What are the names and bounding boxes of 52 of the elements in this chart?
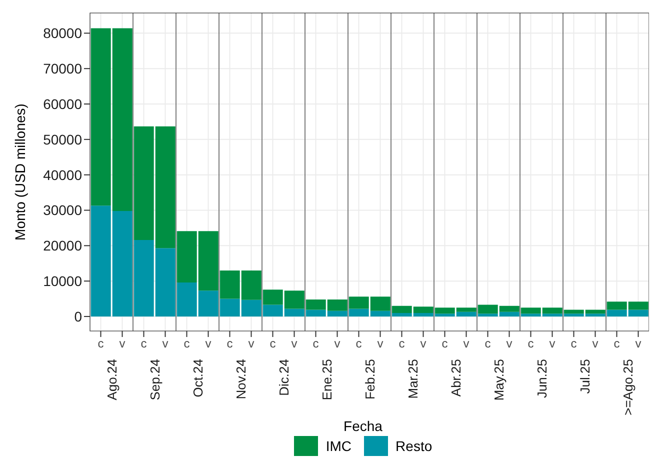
x-tick-label: c [140,336,147,351]
text: Sep.24 [148,359,162,400]
x-tick-label: v [334,336,340,351]
text: Dic.24 [276,359,292,396]
x-tick-label: v [248,336,254,351]
x-tick-label: v [291,336,298,351]
legend-title: Fecha [344,418,382,434]
y-tick-label: 50000 [43,131,82,148]
x-tick-label: c [484,336,491,351]
x-tick-label: v [162,336,168,351]
x-tick-label: c [270,336,276,351]
x-tick-label: c [226,336,233,351]
x-tick-label: c [184,336,190,351]
y-tick-label: 40000 [43,166,82,183]
x-tick-label: c [356,336,362,351]
text: Jun.25 [534,359,550,398]
y-tick-label: 60000 [43,96,82,112]
y-axis-title: Monto (USD millones) [12,104,28,240]
text: Abr.25 [448,359,464,397]
legend-label: Resto [396,438,432,454]
text: Feb.25 [362,359,378,400]
y-tick-label: 20000 [43,238,82,254]
x-tick-label: v [119,336,126,351]
x-tick-label: c [528,336,534,351]
x-tick-label: v [420,336,426,351]
x-tick-label: c [398,336,405,351]
legend-label: IMC [326,438,352,454]
y-tick-label: 70000 [43,60,82,77]
x-tick-label: v [549,336,556,351]
y-tick-label: 10000 [43,273,82,290]
x-tick-label: c [614,336,620,351]
text: Nov.24 [234,359,248,400]
x-tick-label: c [570,336,577,351]
y-tick-label: 30000 [43,202,82,218]
text: Mar.25 [406,359,420,399]
x-tick-label: c [98,336,104,351]
x-tick-label: v [506,336,512,351]
text: Jul.25 [578,359,592,394]
x-tick-label: v [377,336,384,351]
text: Ago.24 [104,359,120,400]
text: Ene.25 [320,359,334,400]
x-tick-label: v [592,336,598,351]
x-tick-label: v [205,336,212,351]
text: Oct.24 [190,359,206,398]
text: >=Ago.25 [620,359,636,416]
x-tick-label: v [635,336,642,351]
y-tick-label: 80000 [43,25,82,42]
x-tick-label: c [442,336,448,351]
x-tick-label: c [312,336,319,351]
x-tick-label: v [463,336,470,351]
y-tick-label: 0 [74,308,82,324]
text: May.25 [492,359,506,401]
